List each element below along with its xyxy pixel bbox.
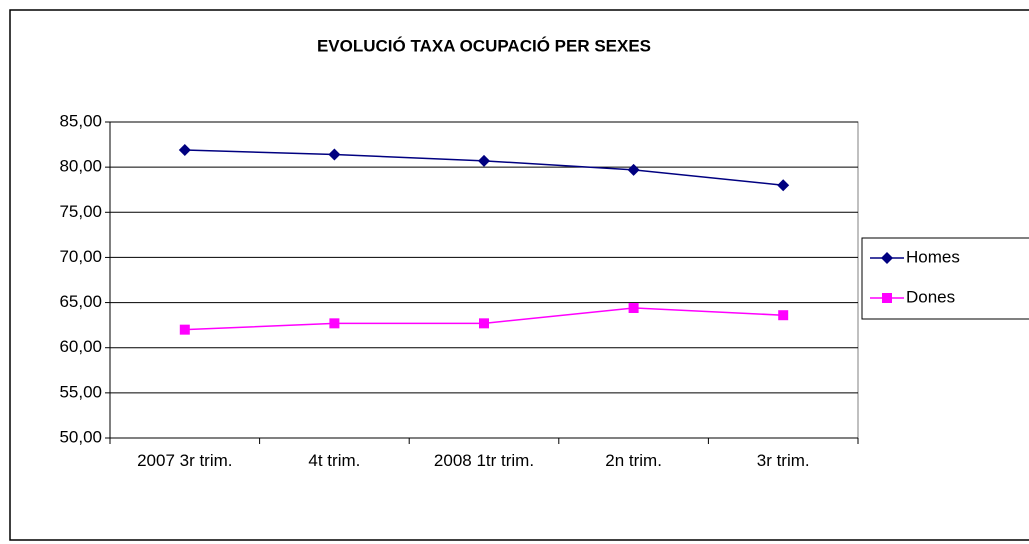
plot-area <box>109 121 859 439</box>
y-tick-label: 50,00 <box>59 427 102 446</box>
x-tick-label: 2007 3r trim. <box>137 451 233 470</box>
y-tick-label: 65,00 <box>59 292 102 311</box>
data-point <box>627 163 640 176</box>
y-tick-label: 85,00 <box>59 111 102 130</box>
data-point <box>479 318 489 329</box>
data-point <box>179 324 190 335</box>
y-tick-label: 55,00 <box>59 382 102 401</box>
data-point <box>478 154 490 167</box>
data-point <box>329 318 340 329</box>
y-tick-label: 70,00 <box>59 247 102 266</box>
legend-box <box>861 237 1029 320</box>
data-point <box>777 179 790 192</box>
legend-marker <box>881 252 893 264</box>
x-tick-label: 3r trim. <box>756 451 810 470</box>
x-tick-label: 2008 1tr trim. <box>433 451 535 470</box>
y-tick-label: 60,00 <box>59 337 102 356</box>
data-point <box>628 302 639 313</box>
chart-title: EVOLUCIÓ TAXA OCUPACIÓ PER SEXES <box>317 36 651 55</box>
legend-marker <box>882 293 892 303</box>
data-point <box>178 143 191 156</box>
legend-label: Dones <box>906 287 955 306</box>
y-tick-label: 80,00 <box>59 157 102 176</box>
y-tick-label: 75,00 <box>59 202 102 221</box>
x-tick-label: 2n trim. <box>605 451 662 470</box>
legend-label: Homes <box>906 247 960 266</box>
data-point <box>778 310 789 321</box>
data-point <box>328 148 341 161</box>
x-tick-label: 4t trim. <box>308 451 361 470</box>
